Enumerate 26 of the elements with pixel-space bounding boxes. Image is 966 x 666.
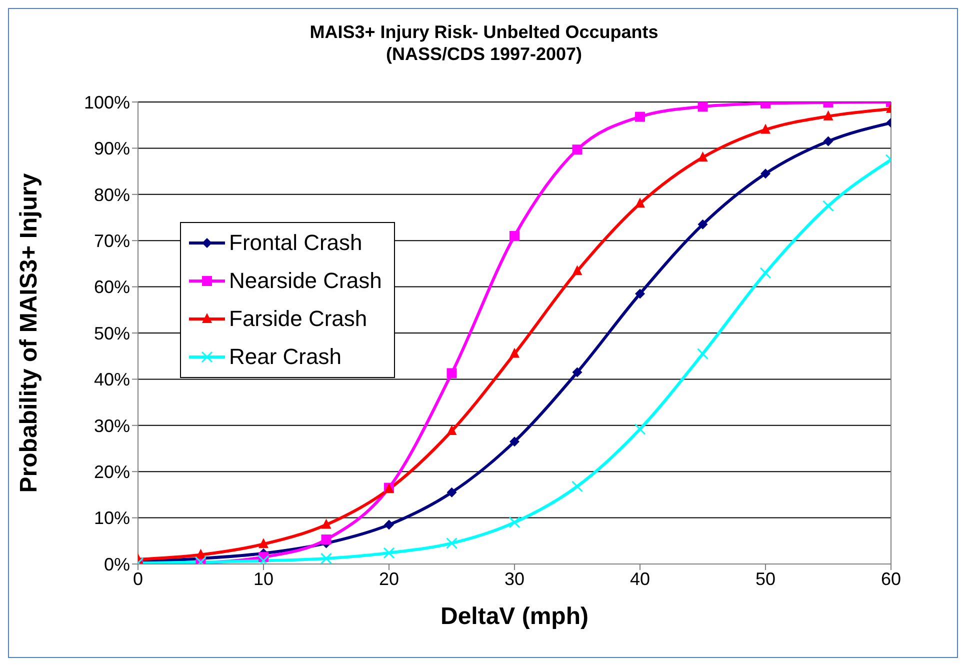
y-tick-label: 70%: [94, 230, 130, 251]
y-tick-label: 20%: [94, 462, 130, 482]
x-tick-label: 20: [378, 568, 400, 589]
legend-label: Frontal Crash: [229, 230, 362, 256]
y-tick-label: 10%: [94, 508, 130, 528]
x-tick-label: 40: [630, 568, 650, 589]
y-tick-label: 50%: [94, 323, 130, 344]
legend-label: Nearside Crash: [229, 268, 382, 294]
y-tick-label: 100%: [84, 92, 130, 112]
x-tick-label: 10: [253, 568, 274, 589]
chart-subtitle: (NASS/CDS 1997-2007): [384, 43, 584, 65]
x-tick-label: 30: [504, 568, 525, 589]
y-tick-label: 0%: [104, 554, 130, 574]
y-axis-title: Probability of MAIS3+ Injury: [16, 172, 43, 493]
x-axis-title: DeltaV (mph): [440, 603, 589, 630]
legend-label: Rear Crash: [229, 344, 342, 370]
y-tick-label: 80%: [94, 184, 130, 205]
x-tick-label: 60: [880, 568, 902, 589]
y-tick-label: 60%: [94, 277, 130, 298]
chart-title: MAIS3+ Injury Risk- Unbelted Occupants: [308, 21, 660, 43]
y-tick-label: 40%: [94, 370, 130, 390]
legend-label: Farside Crash: [229, 306, 368, 332]
x-tick-label: 50: [755, 568, 776, 589]
x-tick-label: 0: [132, 568, 144, 589]
y-tick-label: 30%: [94, 416, 130, 436]
y-tick-label: 90%: [94, 138, 130, 159]
